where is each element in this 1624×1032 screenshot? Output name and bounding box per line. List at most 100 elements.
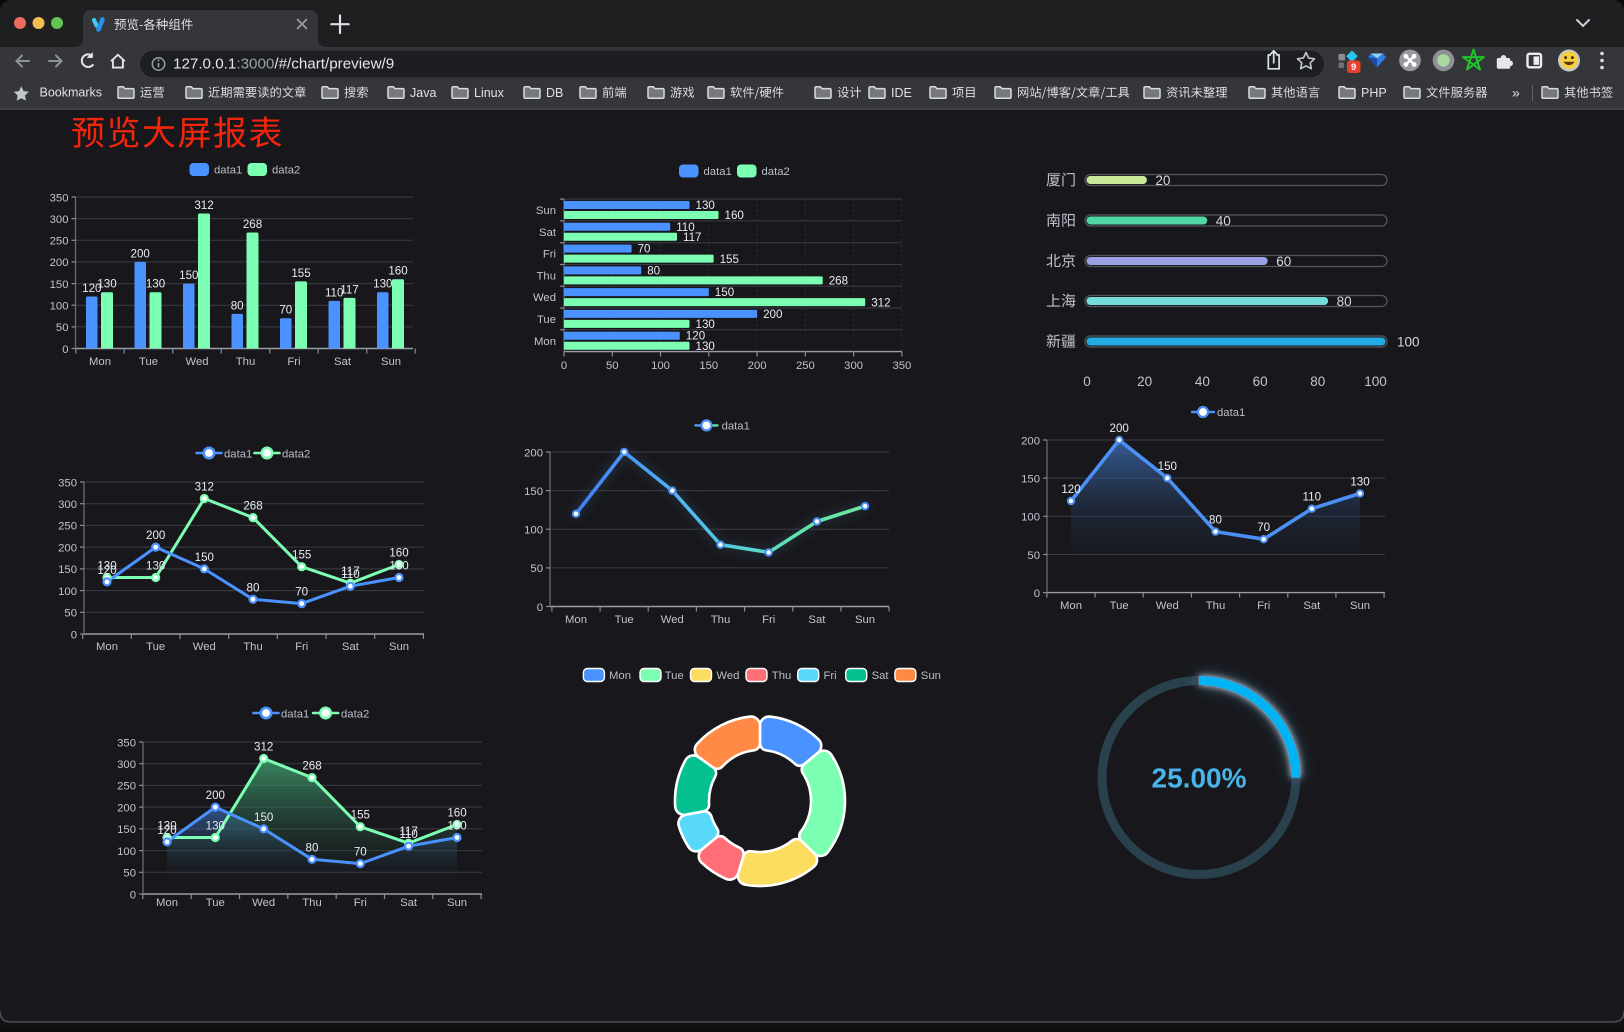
svg-text:100: 100 [117, 846, 136, 858]
svg-text:Thu: Thu [711, 614, 730, 626]
svg-text:127.0.0.1:3000/#/chart/preview: 127.0.0.1:3000/#/chart/preview/9 [173, 56, 394, 73]
svg-text:50: 50 [64, 608, 77, 620]
svg-text:150: 150 [117, 824, 136, 836]
svg-text:350: 350 [50, 192, 69, 204]
svg-text:Tue: Tue [146, 641, 165, 653]
svg-text:Sat: Sat [872, 670, 890, 682]
svg-text:70: 70 [1257, 521, 1270, 534]
svg-text:150: 150 [699, 360, 718, 372]
svg-text:130: 130 [696, 340, 715, 353]
svg-text:Tue: Tue [1110, 600, 1129, 612]
svg-text:130: 130 [206, 820, 225, 833]
svg-text:9: 9 [1351, 62, 1356, 73]
svg-text:80: 80 [647, 264, 660, 277]
svg-text:data2: data2 [282, 448, 310, 460]
svg-text:100: 100 [1021, 512, 1040, 524]
svg-text:Thu: Thu [243, 641, 262, 653]
svg-text:Mon: Mon [534, 336, 556, 348]
svg-text:120: 120 [686, 330, 705, 343]
svg-text:200: 200 [1021, 435, 1040, 447]
svg-text:Sat: Sat [808, 614, 826, 626]
svg-text:80: 80 [231, 299, 244, 312]
svg-text:Fri: Fri [295, 641, 308, 653]
svg-text:150: 150 [195, 551, 214, 564]
svg-text:150: 150 [1021, 473, 1040, 485]
svg-text:100: 100 [651, 360, 670, 372]
svg-text:130: 130 [447, 820, 466, 833]
svg-text:70: 70 [354, 846, 367, 859]
svg-text:Sat: Sat [334, 356, 352, 368]
svg-text:60: 60 [1253, 374, 1268, 389]
svg-text:Sun: Sun [855, 614, 875, 626]
svg-text:350: 350 [892, 360, 911, 372]
svg-text:110: 110 [341, 568, 359, 581]
svg-text:110: 110 [399, 828, 417, 841]
svg-text:130: 130 [146, 278, 165, 291]
svg-text:Sat: Sat [342, 641, 360, 653]
svg-text:130: 130 [157, 820, 176, 833]
svg-text:Sat: Sat [400, 897, 418, 909]
svg-text:data2: data2 [341, 708, 369, 720]
svg-text:Thu: Thu [236, 356, 255, 368]
svg-text:100: 100 [58, 586, 77, 598]
svg-text:268: 268 [829, 275, 848, 288]
svg-text:data1: data1 [214, 165, 242, 177]
svg-text:Wed: Wed [193, 641, 216, 653]
svg-text:250: 250 [50, 236, 69, 248]
svg-text:200: 200 [1110, 422, 1129, 435]
svg-text:data1: data1 [281, 708, 309, 720]
svg-text:50: 50 [56, 322, 69, 334]
svg-text:PHP: PHP [1361, 86, 1387, 100]
svg-text:80: 80 [247, 581, 260, 594]
svg-text:Fri: Fri [762, 614, 775, 626]
svg-text:120: 120 [157, 824, 176, 837]
svg-text:130: 130 [97, 278, 116, 291]
svg-text:110: 110 [1303, 491, 1321, 504]
svg-text:Java: Java [410, 86, 436, 100]
svg-text:Mon: Mon [156, 897, 178, 909]
svg-text:130: 130 [373, 278, 392, 291]
svg-text:60: 60 [1276, 254, 1291, 269]
svg-text:50: 50 [606, 360, 619, 372]
svg-text:Wed: Wed [661, 614, 684, 626]
svg-text:300: 300 [844, 360, 863, 372]
svg-text:268: 268 [302, 760, 321, 773]
svg-text:Fri: Fri [543, 249, 556, 261]
svg-text:110: 110 [676, 221, 694, 234]
svg-text:250: 250 [796, 360, 815, 372]
svg-text:155: 155 [351, 809, 370, 822]
svg-text:155: 155 [292, 549, 311, 562]
svg-text:130: 130 [97, 560, 116, 573]
svg-text:Mon: Mon [89, 356, 111, 368]
svg-text:312: 312 [195, 481, 214, 494]
svg-text:Sun: Sun [447, 897, 467, 909]
svg-text:Thu: Thu [772, 670, 791, 682]
svg-text:Sun: Sun [921, 670, 941, 682]
svg-text:250: 250 [117, 781, 136, 793]
svg-text:50: 50 [123, 868, 136, 880]
svg-text:130: 130 [389, 560, 408, 573]
svg-text:Wed: Wed [533, 292, 556, 304]
svg-text:110: 110 [325, 286, 343, 299]
svg-text:Sun: Sun [381, 356, 401, 368]
svg-text:155: 155 [720, 253, 739, 266]
svg-text:130: 130 [146, 560, 165, 573]
svg-text:200: 200 [763, 308, 782, 321]
svg-text:100: 100 [1364, 374, 1387, 389]
svg-text:200: 200 [131, 247, 150, 260]
svg-text:80: 80 [1310, 374, 1325, 389]
svg-text:200: 200 [206, 789, 225, 802]
svg-text:Mon: Mon [96, 641, 118, 653]
svg-text:0: 0 [537, 602, 543, 614]
svg-text:IDE: IDE [891, 86, 912, 100]
svg-text:120: 120 [97, 564, 116, 577]
svg-text:300: 300 [117, 759, 136, 771]
svg-text:300: 300 [50, 214, 69, 226]
svg-text:Thu: Thu [302, 897, 321, 909]
svg-text:268: 268 [243, 218, 262, 231]
svg-text:70: 70 [295, 586, 308, 599]
svg-text:data1: data1 [224, 448, 252, 460]
svg-text:160: 160 [388, 265, 407, 278]
svg-text:200: 200 [146, 529, 165, 542]
svg-text:150: 150 [254, 811, 273, 824]
